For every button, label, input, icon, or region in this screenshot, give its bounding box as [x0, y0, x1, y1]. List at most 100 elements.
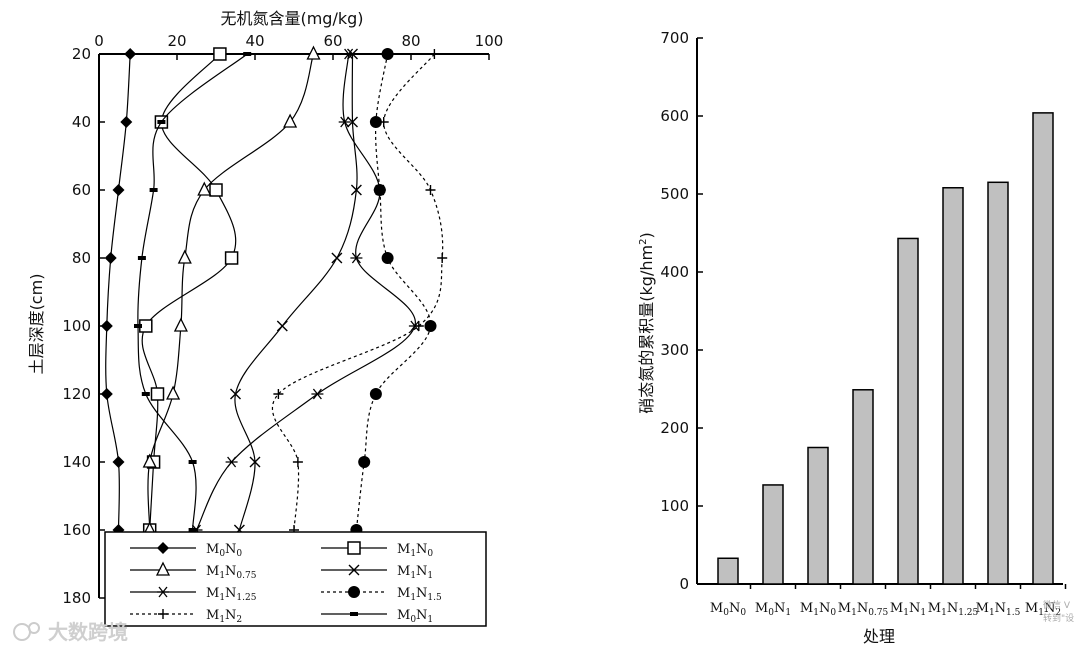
- legend-label: M1N2: [206, 608, 242, 625]
- data-point: [342, 48, 355, 60]
- x-tick-label: M1N0.75: [838, 601, 889, 618]
- legend-marker: [348, 586, 360, 598]
- y-tick-label: 60: [72, 181, 91, 199]
- data-point: [429, 49, 440, 59]
- data-point: [224, 251, 239, 265]
- legend-label: M1N1.25: [206, 586, 257, 603]
- x-tick-label: M0N0: [710, 601, 746, 618]
- y-tick-label: 160: [62, 521, 91, 539]
- legend-item-M0N1: M0N1: [321, 608, 433, 625]
- legend-label: M0N1: [397, 608, 433, 625]
- data-point: [350, 252, 363, 264]
- watermark-text: 大数跨境: [48, 620, 128, 644]
- data-point: [347, 116, 358, 128]
- data-point: [243, 52, 252, 56]
- legend-marker: [350, 612, 358, 616]
- y-tick-label: 300: [660, 341, 689, 359]
- x-ticks: 0 20 40 60 80 100: [94, 32, 503, 60]
- legend-item-M1N1.5: M1N1.5: [321, 586, 442, 603]
- data-point: [100, 388, 113, 400]
- data-point: [381, 48, 394, 60]
- legend-marker: [347, 541, 361, 555]
- y-ticks: 20 40 60 80 100 120 140 160 180: [62, 45, 105, 607]
- legend-marker: [155, 561, 171, 576]
- data-point: [150, 387, 165, 401]
- data-point: [188, 460, 197, 464]
- legend-item-M1N0: M1N0: [321, 541, 433, 559]
- bar-M0N0: [717, 557, 739, 585]
- data-point: [104, 252, 117, 264]
- data-point: [213, 47, 227, 61]
- series-line: [234, 53, 358, 531]
- data-point: [157, 120, 166, 124]
- y-tick-label: 100: [62, 317, 91, 335]
- data-point: [350, 184, 362, 196]
- legend-marker: [158, 609, 168, 619]
- x-tick-label: M1N0: [800, 601, 836, 618]
- legend-label: M1N1.5: [397, 586, 442, 603]
- data-point: [424, 320, 437, 332]
- legend-label: M1N1: [397, 564, 433, 581]
- series-line: [147, 53, 315, 531]
- data-point: [197, 181, 212, 196]
- x-tick-label: 20: [167, 32, 186, 50]
- series-group: [100, 45, 448, 537]
- x-tick-label: 40: [245, 32, 264, 50]
- legend-marker: [348, 564, 360, 576]
- legend-item-M1N1.25: M1N1.25: [130, 586, 257, 603]
- data-point: [149, 188, 158, 192]
- y-tick-label: 140: [62, 453, 91, 471]
- data-point: [311, 388, 324, 400]
- series-line: [195, 53, 416, 531]
- data-point: [276, 320, 288, 332]
- data-point: [166, 385, 181, 400]
- data-point: [381, 252, 394, 264]
- data-point: [378, 117, 389, 127]
- bars: [717, 112, 1067, 589]
- watermark: 大数跨境: [13, 620, 128, 644]
- y-tick-label: 0: [679, 575, 689, 593]
- legend: M0N0 M1N0 M1N0.75 M1N1 M1N1.25 M1N1.5 M1N2 M0N1: [104, 531, 487, 627]
- data-point: [369, 116, 382, 128]
- data-point: [306, 45, 321, 60]
- legend-item-M1N2: M1N2: [130, 608, 242, 625]
- bar-M1N1.5: [987, 181, 1009, 585]
- data-point: [137, 256, 146, 260]
- y-tick-label: 20: [72, 45, 91, 63]
- y-tick-label: 700: [660, 29, 689, 47]
- series-M1N1.5: [350, 48, 437, 536]
- watermark-logo-icon-2: [28, 622, 40, 634]
- x-tick-label: 80: [401, 32, 420, 50]
- data-point: [173, 317, 188, 332]
- x-tick-label: M1N2: [1025, 601, 1061, 618]
- x-tick-label: M1N1.25: [928, 601, 979, 618]
- data-point: [120, 116, 133, 128]
- series-line: [271, 53, 444, 531]
- depth-profile-chart: 无机氮含量(mg/kg) 土层深度(cm) 0 20 40 60 80 100 20406…: [27, 9, 503, 627]
- data-point: [142, 453, 157, 468]
- y-tick-label: 40: [72, 113, 91, 131]
- data-point: [437, 253, 448, 263]
- data-point: [338, 116, 351, 128]
- legend-item-M0N0: M0N0: [130, 542, 242, 559]
- watermark-logo-icon: [13, 623, 31, 641]
- x-tick-label: M1N1.5: [976, 601, 1021, 618]
- y-axis-label: 土层深度(cm): [27, 274, 46, 375]
- x-tick-label: 100: [475, 32, 504, 50]
- data-point: [209, 183, 223, 197]
- bar-M1N0.75: [852, 389, 874, 585]
- series-M0N1: [134, 52, 252, 532]
- bar-M1N1: [897, 237, 919, 585]
- series-M0N0: [100, 48, 137, 536]
- legend-label: M1N0: [397, 542, 433, 559]
- data-point: [331, 252, 343, 264]
- legend-label: M1N0.75: [206, 564, 257, 581]
- data-point: [100, 320, 113, 332]
- x-axis-label: 无机氮含量(mg/kg): [220, 9, 363, 28]
- data-point: [188, 528, 197, 532]
- y-tick-label: 180: [62, 589, 91, 607]
- bar-chart: 硝态氮的累积量(kg/hm2) 0 100 200 300 400 500 600 700 M…: [637, 29, 1067, 646]
- legend-item-M1N0.75: M1N0.75: [130, 561, 257, 581]
- series-line: [355, 53, 432, 531]
